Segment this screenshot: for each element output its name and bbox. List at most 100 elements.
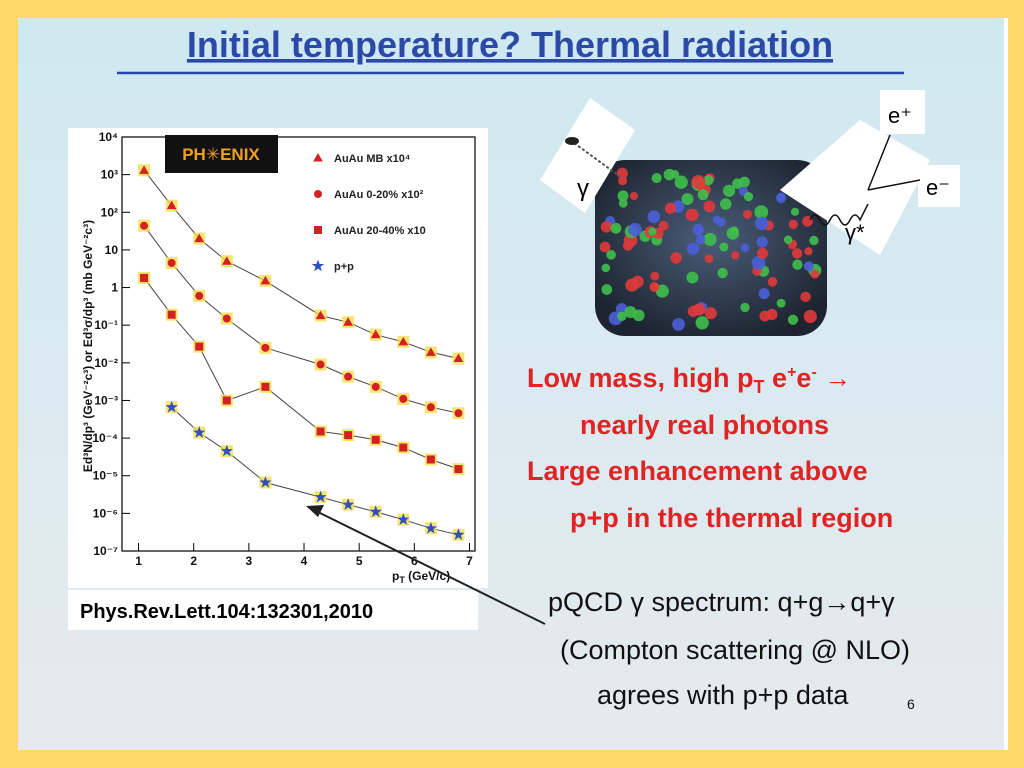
data-point [344,372,353,381]
data-point [194,233,205,243]
legend-marker [311,259,325,272]
data-point [341,498,355,510]
particle [649,281,660,292]
particle [617,311,627,322]
particle [743,192,754,202]
particle [792,259,803,270]
diagram-label: γ* [845,220,865,245]
particle [670,170,680,179]
text-part: → [817,363,852,393]
data-point [452,528,465,541]
data-point [399,443,408,452]
particle [740,302,750,313]
particle [703,232,717,246]
y-tick-label: 10⁻⁷ [93,544,118,558]
pointer-arrow [317,511,546,625]
particle [618,176,628,186]
particle [767,277,778,287]
x-tick-label: 1 [135,554,142,568]
particle [704,254,714,263]
legend-label: AuAu 20-40% x10 [334,225,426,237]
statement: p+p in the thermal region [570,503,893,533]
particle [703,175,714,186]
particle [775,193,787,204]
arrow-head [306,505,324,517]
particle [810,269,820,279]
text-part: p [392,569,399,583]
particle [809,235,819,246]
data-point [454,409,463,418]
data-point [426,403,435,412]
y-tick-label: 10³ [101,168,118,182]
y-tick-label: 10² [101,205,118,219]
data-point [165,400,178,413]
legend-marker [313,152,323,162]
chart-panel [68,128,488,588]
particle [776,298,786,308]
data-point [261,382,270,391]
data-point [316,427,325,436]
text-part: + [787,364,796,381]
x-tick-label: 7 [466,554,473,568]
data-point [167,258,176,267]
text-part: (GeV/c) [405,569,450,583]
particle [756,247,769,259]
x-tick-label: 5 [356,554,363,568]
data-point [426,455,435,464]
particle [691,175,706,189]
qgp-diagram: γ e⁺ e⁻ γ* [540,90,960,336]
particle [788,219,799,230]
text-part: T [399,575,405,585]
particle [751,256,766,270]
data-point [370,329,381,339]
y-tick-label: 10⁻³ [94,393,118,407]
particle [740,243,750,252]
legend-marker [314,226,322,234]
citation: Phys.Rev.Lett.104:132301,2010 [80,601,373,623]
particle [790,207,800,216]
data-point [139,165,149,174]
y-tick-label: 10⁴ [99,130,118,144]
particle [712,215,721,224]
particle [622,240,634,251]
data-point [371,435,380,444]
label-box [780,120,930,255]
data-point [195,342,204,351]
x-tick-label: 2 [190,554,197,568]
data-point [314,490,327,503]
particle [686,271,699,284]
particle [681,193,694,206]
diagram-label: e⁺ [888,103,912,128]
data-point [166,200,177,210]
data-point [344,431,353,440]
logo-box [165,135,278,173]
particle [632,309,645,322]
photon-source [565,137,579,145]
particle [672,317,685,331]
particle [758,288,770,300]
photon-track [569,139,623,179]
fit-line [171,406,459,536]
label-box [880,90,925,134]
particle [629,192,638,201]
particle [651,172,662,184]
data-point [315,310,326,320]
particle [600,221,613,233]
x-tick-label: 3 [246,554,253,568]
particle [664,202,677,214]
citation-box [68,590,478,630]
data-point [426,347,436,356]
particle [731,251,740,260]
electron-track [867,179,921,191]
text-part: Low mass, high p [527,363,754,393]
particle [787,314,799,325]
data-point [222,396,231,405]
data-point [369,505,382,518]
particle [674,175,688,189]
particle [783,235,793,244]
particle [670,252,682,264]
particle [754,216,769,231]
data-point [222,314,231,323]
electron-track [867,134,891,191]
